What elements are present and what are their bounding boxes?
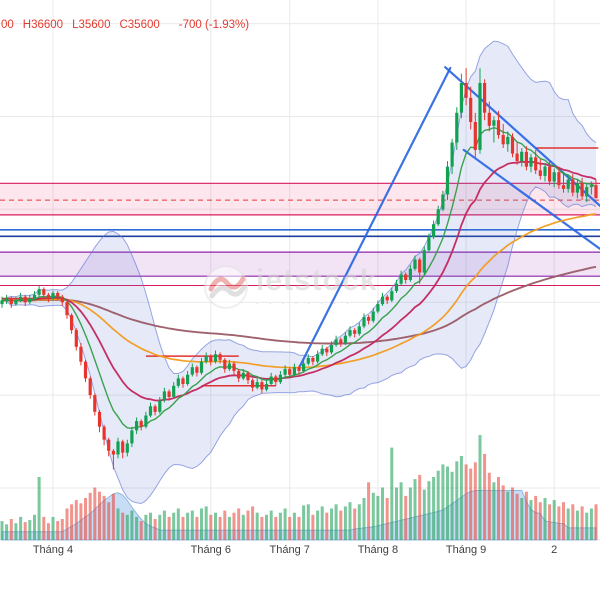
x-axis-label: 2	[551, 544, 557, 556]
x-axis-label: Tháng 9	[446, 544, 486, 556]
x-axis-label: Tháng 7	[270, 544, 310, 556]
x-axis-label: Tháng 6	[191, 544, 231, 556]
x-axis-label: Tháng 4	[33, 544, 73, 556]
x-axis-label: Tháng 8	[358, 544, 398, 556]
